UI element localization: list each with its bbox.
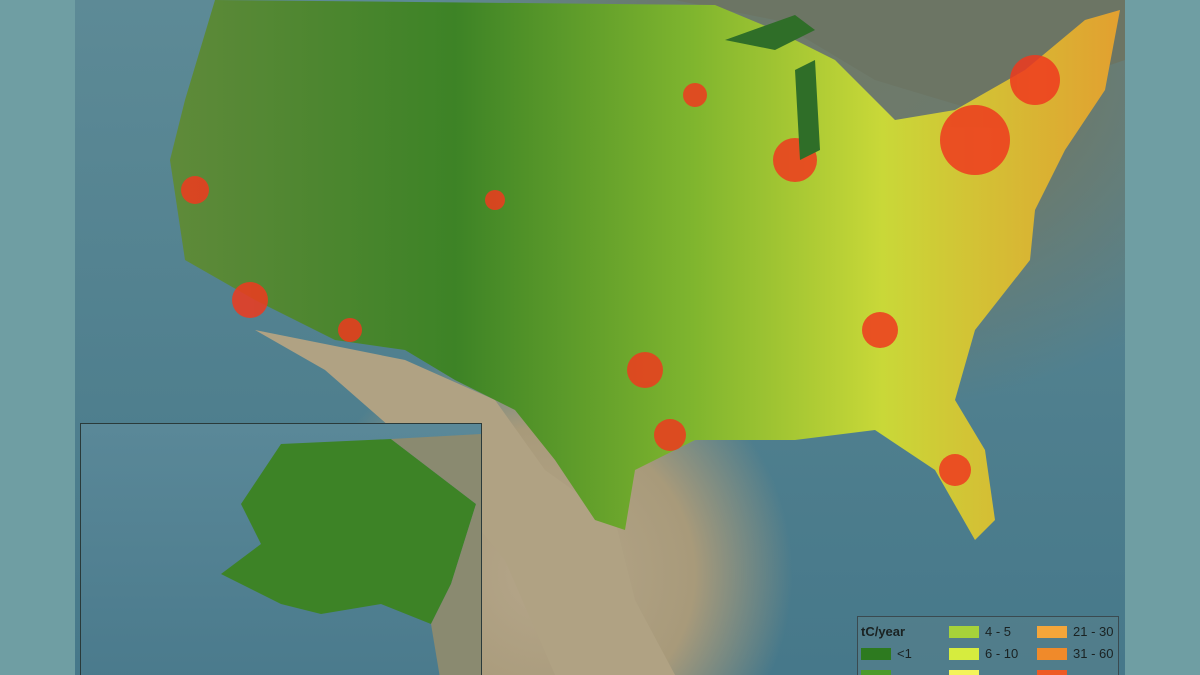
legend-label: 21 - 30 [1073,624,1114,639]
legend-title-cell: tC/year [861,621,945,643]
legend-item-partial [949,665,1033,675]
legend-label: 4 - 5 [985,624,1012,639]
legend-swatch [861,670,891,675]
legend-label: 6 - 10 [985,646,1019,661]
legend-swatch [1037,648,1067,660]
great-lakes [725,15,820,160]
legend-swatch [1037,670,1067,675]
map-layer [170,0,1125,675]
legend-swatch [949,670,979,675]
alaska-inset [80,423,482,675]
legend-item: 4 - 5 [949,621,1033,643]
legend-item: 21 - 30 [1037,621,1121,643]
legend-swatch [949,626,979,638]
urban-hotspots [181,55,1060,486]
emissions-map: tC/year 4 - 5 21 - 30 <1 6 - 10 31 - 60 [75,0,1125,675]
legend-swatch [861,648,891,660]
map-legend: tC/year 4 - 5 21 - 30 <1 6 - 10 31 - 60 [857,616,1119,675]
legend-item: 6 - 10 [949,643,1033,665]
alaska-land [221,439,476,624]
legend-swatch [949,648,979,660]
legend-item-partial [1037,665,1121,675]
legend-label: 31 - 60 [1073,646,1114,661]
legend-label: <1 [897,646,912,661]
canada-yukon [391,434,481,675]
legend-title: tC/year [861,624,906,639]
legend-swatch [1037,626,1067,638]
contiguous-us [170,0,1120,540]
legend-item: 31 - 60 [1037,643,1121,665]
legend-item-partial [861,665,945,675]
legend-item: <1 [861,643,945,665]
